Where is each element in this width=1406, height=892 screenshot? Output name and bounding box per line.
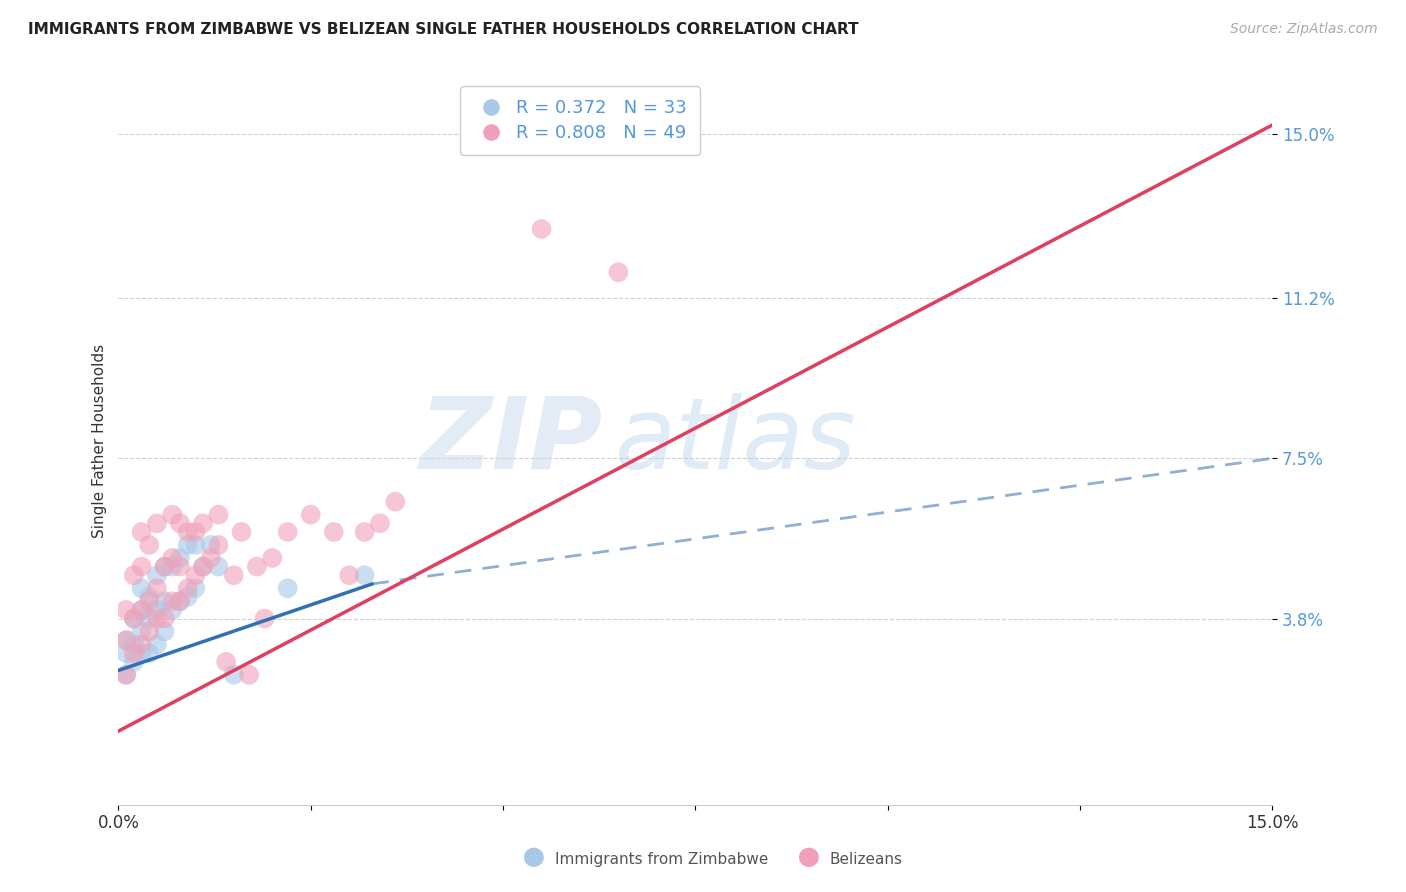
Point <box>146 603 169 617</box>
Point <box>146 581 169 595</box>
Point <box>131 559 153 574</box>
Point <box>222 668 245 682</box>
Point <box>191 559 214 574</box>
Point <box>169 516 191 531</box>
Point <box>222 568 245 582</box>
Point <box>200 550 222 565</box>
Text: Source: ZipAtlas.com: Source: ZipAtlas.com <box>1230 22 1378 37</box>
Point <box>115 668 138 682</box>
Text: ⬤: ⬤ <box>797 847 820 867</box>
Point <box>122 611 145 625</box>
Point <box>162 550 184 565</box>
Point <box>607 265 630 279</box>
Legend: R = 0.372   N = 33, R = 0.808   N = 49: R = 0.372 N = 33, R = 0.808 N = 49 <box>460 87 700 155</box>
Point <box>162 594 184 608</box>
Text: atlas: atlas <box>614 392 856 490</box>
Point <box>122 655 145 669</box>
Point <box>115 603 138 617</box>
Point <box>131 646 153 660</box>
Point <box>131 638 153 652</box>
Point <box>153 611 176 625</box>
Point <box>162 559 184 574</box>
Point <box>138 538 160 552</box>
Point <box>262 550 284 565</box>
Point <box>231 524 253 539</box>
Point <box>122 646 145 660</box>
Point <box>138 594 160 608</box>
Point <box>169 594 191 608</box>
Point <box>530 222 553 236</box>
Point <box>337 568 360 582</box>
Point <box>299 508 322 522</box>
Point <box>253 611 276 625</box>
Y-axis label: Single Father Households: Single Father Households <box>93 344 107 538</box>
Point <box>277 581 299 595</box>
Point <box>146 638 169 652</box>
Point <box>153 624 176 639</box>
Text: Immigrants from Zimbabwe: Immigrants from Zimbabwe <box>555 852 769 867</box>
Point <box>115 633 138 648</box>
Point <box>146 611 169 625</box>
Point <box>131 603 153 617</box>
Point <box>131 524 153 539</box>
Point <box>138 611 160 625</box>
Point <box>184 581 207 595</box>
Point <box>191 516 214 531</box>
Point <box>353 568 375 582</box>
Point <box>176 538 198 552</box>
Point <box>115 668 138 682</box>
Point <box>138 646 160 660</box>
Point <box>176 581 198 595</box>
Point <box>384 494 406 508</box>
Point <box>238 668 260 682</box>
Point <box>115 646 138 660</box>
Text: ZIP: ZIP <box>420 392 603 490</box>
Point <box>138 624 160 639</box>
Point <box>246 559 269 574</box>
Point <box>138 590 160 604</box>
Point <box>176 524 198 539</box>
Point <box>131 603 153 617</box>
Point <box>146 568 169 582</box>
Point <box>200 538 222 552</box>
Point <box>122 611 145 625</box>
Point <box>277 524 299 539</box>
Point <box>146 516 169 531</box>
Point <box>131 624 153 639</box>
Point <box>176 590 198 604</box>
Point <box>122 638 145 652</box>
Point <box>368 516 391 531</box>
Point <box>153 559 176 574</box>
Point <box>207 559 229 574</box>
Point <box>162 508 184 522</box>
Point <box>169 550 191 565</box>
Point <box>115 633 138 648</box>
Point <box>322 524 344 539</box>
Point <box>122 568 145 582</box>
Point <box>207 508 229 522</box>
Point <box>184 568 207 582</box>
Point <box>169 559 191 574</box>
Point <box>184 538 207 552</box>
Text: Belizeans: Belizeans <box>830 852 903 867</box>
Text: ⬤: ⬤ <box>523 847 546 867</box>
Point <box>162 603 184 617</box>
Point <box>207 538 229 552</box>
Point <box>131 581 153 595</box>
Point <box>153 559 176 574</box>
Point <box>153 594 176 608</box>
Text: IMMIGRANTS FROM ZIMBABWE VS BELIZEAN SINGLE FATHER HOUSEHOLDS CORRELATION CHART: IMMIGRANTS FROM ZIMBABWE VS BELIZEAN SIN… <box>28 22 859 37</box>
Point <box>215 655 238 669</box>
Point <box>184 524 207 539</box>
Point <box>353 524 375 539</box>
Point <box>169 594 191 608</box>
Point <box>191 559 214 574</box>
